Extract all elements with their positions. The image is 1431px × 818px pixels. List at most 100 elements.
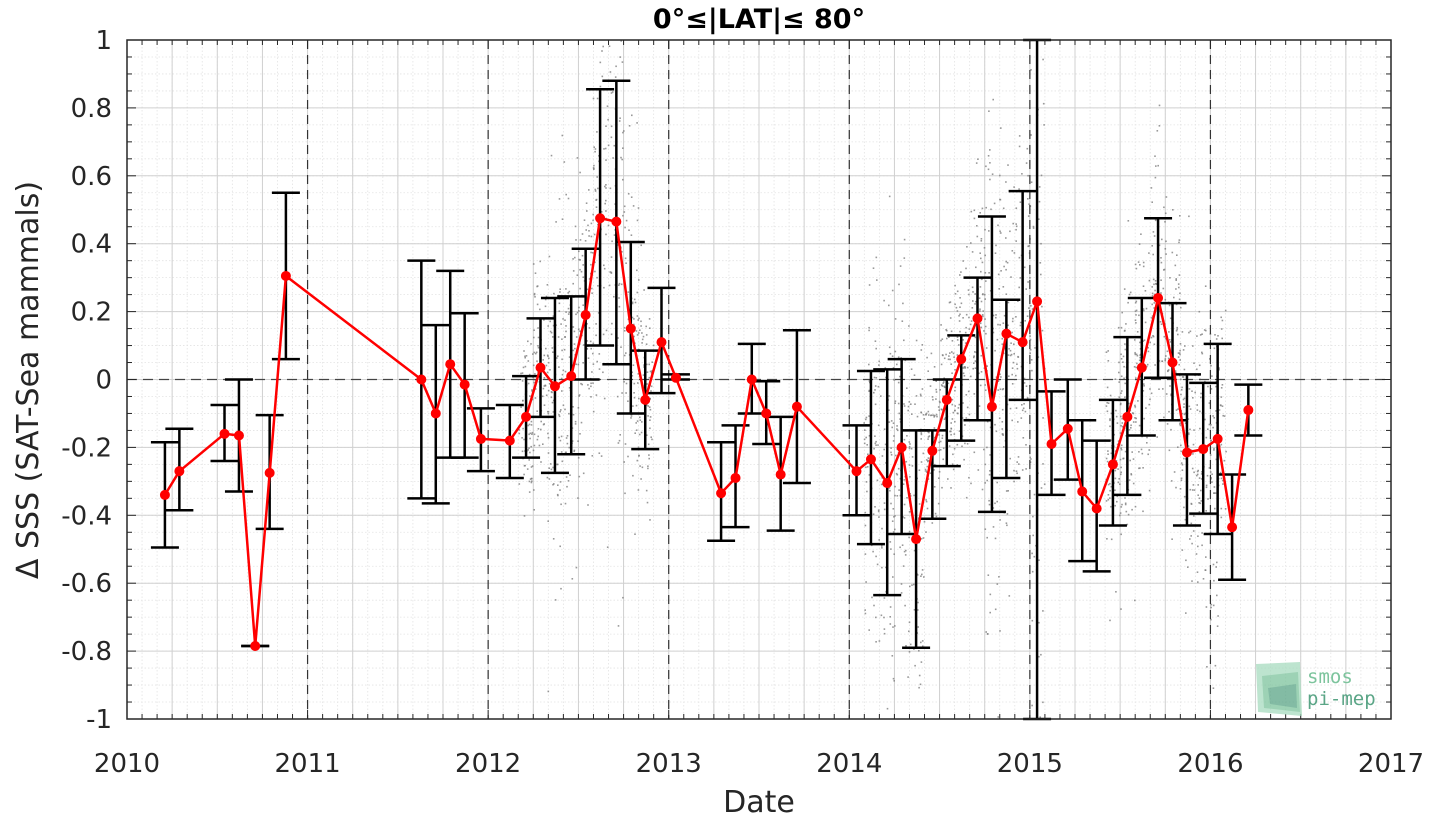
scatter-point (997, 380, 1000, 382)
scatter-point (1187, 566, 1189, 568)
scatter-point (939, 449, 942, 451)
scatter-point (610, 256, 613, 258)
scatter-point (1175, 371, 1177, 374)
scatter-point (1011, 373, 1013, 376)
scatter-point (575, 363, 577, 366)
scatter-point (905, 549, 907, 552)
scatter-point (954, 361, 956, 363)
series-point (1046, 439, 1057, 450)
scatter-point (622, 131, 624, 134)
scatter-point (1192, 397, 1194, 399)
scatter-point (1160, 323, 1163, 325)
scatter-point (1107, 498, 1110, 501)
scatter-point (920, 641, 922, 644)
scatter-point (552, 466, 554, 469)
scatter-point (532, 263, 535, 265)
scatter-point (1207, 385, 1209, 388)
scatter-point (1114, 477, 1117, 480)
scatter-point (588, 327, 591, 329)
scatter-point (921, 573, 923, 576)
scatter-point (864, 429, 866, 431)
scatter-point (526, 468, 529, 470)
scatter-point (1196, 474, 1198, 477)
scatter-point (531, 390, 533, 393)
scatter-point (586, 323, 588, 325)
scatter-point (1001, 421, 1004, 423)
scatter-point (952, 411, 955, 414)
scatter-point (1012, 317, 1014, 320)
scatter-point (566, 435, 569, 437)
scatter-point (646, 404, 648, 406)
scatter-point (1002, 322, 1005, 324)
scatter-point (992, 331, 995, 334)
scatter-point (1029, 335, 1031, 337)
scatter-point (942, 382, 944, 384)
scatter-point (910, 447, 913, 450)
scatter-point (527, 424, 530, 427)
scatter-point (953, 433, 956, 435)
series-point (595, 213, 606, 224)
scatter-point (1025, 444, 1027, 446)
scatter-point (1152, 335, 1155, 338)
scatter-point (890, 502, 892, 505)
series-point (1136, 362, 1147, 373)
series-point (430, 408, 441, 419)
scatter-point (942, 447, 945, 450)
scatter-point (954, 420, 956, 423)
scatter-point (553, 292, 555, 295)
scatter-point (899, 546, 901, 549)
scatter-point (941, 385, 944, 387)
scatter-point (995, 244, 997, 247)
scatter-point (633, 335, 635, 338)
scatter-point (596, 97, 599, 100)
scatter-point (1151, 245, 1153, 247)
scatter-point (989, 162, 991, 164)
scatter-point (1213, 447, 1215, 450)
scatter-point (982, 293, 984, 295)
scatter-point (612, 157, 614, 159)
scatter-point (938, 441, 940, 444)
scatter-point (636, 291, 639, 294)
scatter-point (1215, 338, 1218, 340)
series-point (927, 445, 938, 456)
scatter-point (1191, 542, 1193, 545)
scatter-point (546, 371, 549, 374)
scatter-point (1118, 381, 1120, 383)
scatter-point (925, 500, 928, 503)
scatter-point (893, 516, 895, 518)
scatter-point (931, 396, 934, 398)
scatter-point (1120, 533, 1122, 536)
scatter-point (1118, 396, 1121, 398)
scatter-point (1179, 292, 1181, 295)
scatter-point (560, 435, 563, 438)
scatter-point (921, 640, 924, 642)
scatter-point (618, 297, 620, 299)
scatter-point (892, 440, 895, 442)
scatter-point (977, 469, 980, 471)
scatter-point (1021, 404, 1023, 406)
scatter-point (1109, 425, 1111, 428)
scatter-point (1105, 457, 1108, 460)
scatter-point (1193, 362, 1195, 364)
scatter-point (925, 471, 928, 473)
scatter-point (874, 403, 877, 406)
scatter-point (648, 376, 651, 379)
scatter-point (972, 300, 974, 302)
series-point (625, 323, 636, 334)
scatter-point (920, 538, 923, 540)
scatter-point (627, 193, 630, 195)
series-point (159, 489, 170, 500)
scatter-point (920, 433, 923, 436)
series-point (791, 401, 802, 412)
scatter-point (577, 440, 579, 442)
scatter-point (551, 401, 554, 404)
scatter-point (592, 363, 595, 365)
scatter-point (1038, 218, 1040, 220)
scatter-point (898, 412, 901, 415)
scatter-point (635, 422, 637, 424)
scatter-point (883, 428, 886, 430)
scatter-point (600, 455, 603, 457)
scatter-point (892, 422, 895, 424)
scatter-point (951, 418, 954, 420)
scatter-point (1030, 359, 1033, 361)
